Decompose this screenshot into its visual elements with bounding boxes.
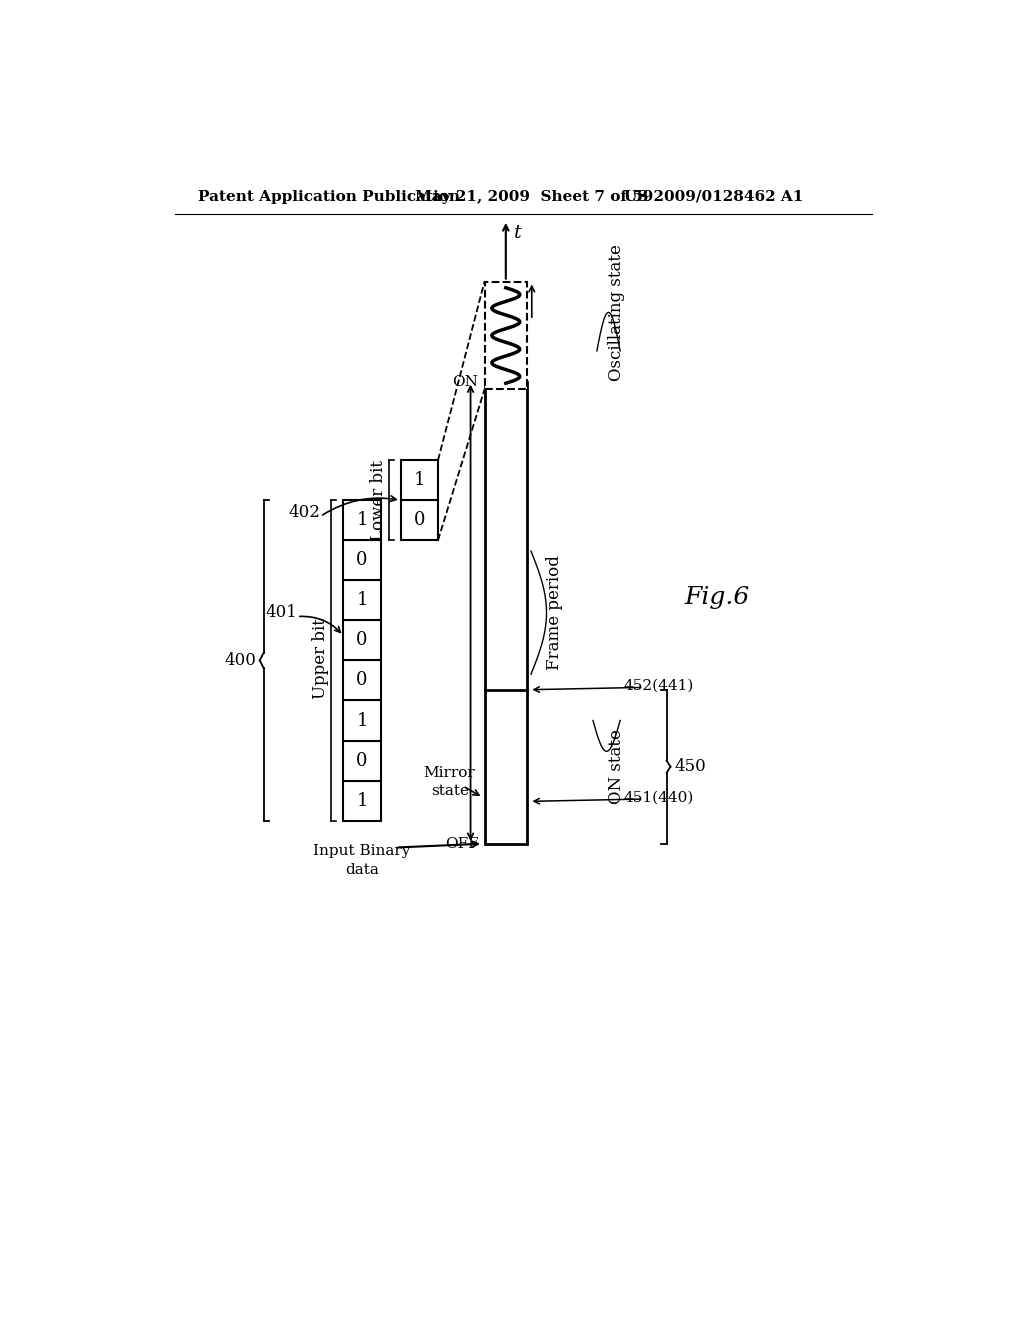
Bar bbox=[343, 701, 381, 741]
Bar bbox=[484, 281, 527, 389]
Text: Oscillating state: Oscillating state bbox=[608, 244, 625, 381]
Bar bbox=[343, 741, 381, 780]
Text: Upper bit: Upper bit bbox=[311, 619, 329, 700]
Text: 0: 0 bbox=[356, 751, 368, 770]
Text: May 21, 2009  Sheet 7 of 59: May 21, 2009 Sheet 7 of 59 bbox=[415, 190, 653, 203]
Text: 402: 402 bbox=[289, 504, 321, 521]
Bar bbox=[343, 500, 381, 540]
Text: 1: 1 bbox=[356, 591, 368, 610]
Text: Mirror
state: Mirror state bbox=[424, 766, 475, 799]
Text: Lower bit: Lower bit bbox=[370, 459, 387, 541]
Text: 400: 400 bbox=[224, 652, 256, 669]
Bar bbox=[400, 461, 438, 500]
Text: Patent Application Publication: Patent Application Publication bbox=[198, 190, 460, 203]
Text: 0: 0 bbox=[414, 511, 425, 529]
Text: 1: 1 bbox=[356, 511, 368, 529]
Text: ON state: ON state bbox=[608, 729, 625, 804]
Bar bbox=[400, 500, 438, 540]
Bar bbox=[343, 581, 381, 620]
Text: Fig.6: Fig.6 bbox=[684, 586, 750, 609]
Text: 0: 0 bbox=[356, 672, 368, 689]
Text: Input Binary
data: Input Binary data bbox=[313, 845, 411, 876]
Text: 1: 1 bbox=[356, 792, 368, 809]
Text: ON: ON bbox=[453, 375, 478, 388]
Bar bbox=[484, 381, 527, 843]
Text: 0: 0 bbox=[356, 631, 368, 649]
Bar bbox=[343, 660, 381, 701]
Text: 452(441): 452(441) bbox=[624, 678, 694, 693]
Text: 451(440): 451(440) bbox=[624, 791, 694, 804]
Text: t: t bbox=[514, 224, 521, 242]
Text: 401: 401 bbox=[265, 605, 297, 622]
Bar bbox=[343, 780, 381, 821]
Text: 1: 1 bbox=[414, 471, 425, 490]
Text: Frame period: Frame period bbox=[546, 556, 563, 671]
Text: OFF: OFF bbox=[444, 837, 478, 850]
Text: US 2009/0128462 A1: US 2009/0128462 A1 bbox=[624, 190, 804, 203]
Bar bbox=[343, 620, 381, 660]
Bar bbox=[343, 540, 381, 581]
Text: 0: 0 bbox=[356, 552, 368, 569]
Text: 1: 1 bbox=[356, 711, 368, 730]
Text: 450: 450 bbox=[675, 758, 707, 775]
